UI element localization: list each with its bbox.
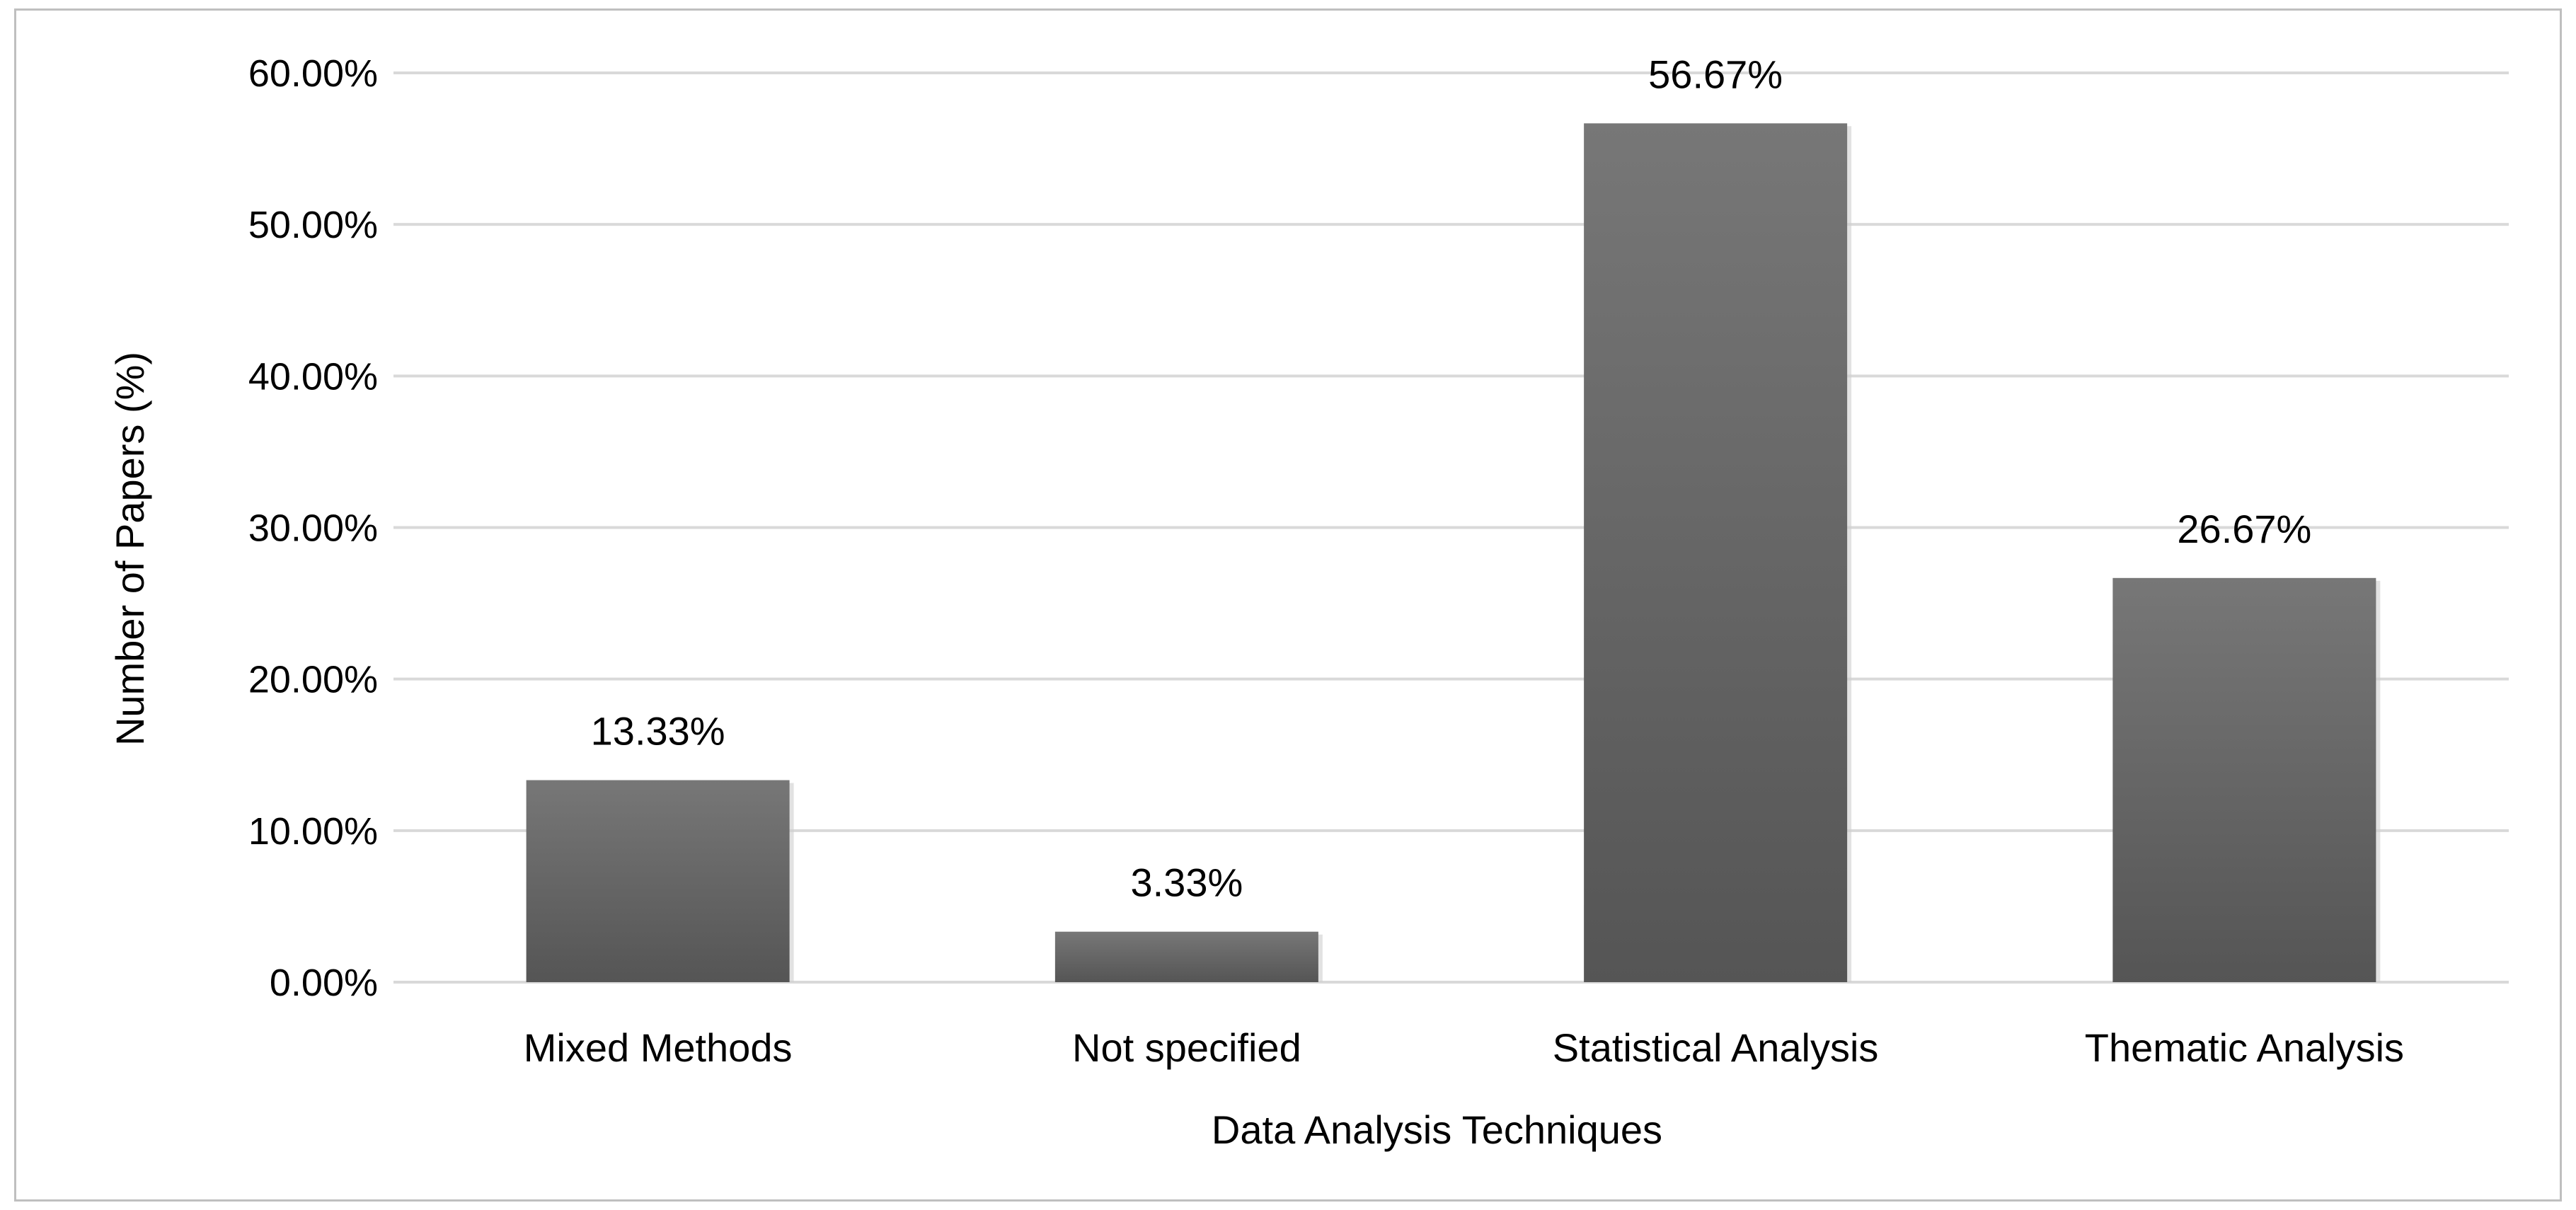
- y-tick-label: 10.00%: [248, 810, 378, 853]
- y-axis-ticks: 0.00% 10.00% 20.00% 30.00% 40.00% 50.00% 60.00…: [248, 52, 378, 1004]
- bar: [526, 780, 790, 982]
- y-tick-label: 50.00%: [248, 204, 378, 246]
- x-tick-label: Mixed Methods: [524, 1025, 793, 1070]
- y-tick-label: 0.00%: [270, 962, 378, 1004]
- bar: [2112, 577, 2376, 982]
- bar-chart: 0.00% 10.00% 20.00% 30.00% 40.00% 50.00% 60.00…: [108, 52, 2509, 1152]
- chart-frame: 0.00% 10.00% 20.00% 30.00% 40.00% 50.00% 60.00…: [14, 8, 2562, 1202]
- x-axis-title: Data Analysis Techniques: [1212, 1107, 1662, 1152]
- data-label: 56.67%: [1648, 52, 1783, 96]
- x-axis-categories: Mixed Methods Not specified Statistical An…: [524, 1025, 2404, 1070]
- x-tick-label: Thematic Analysis: [2085, 1025, 2404, 1070]
- data-labels: 13.33% 3.33% 56.67% 26.67%: [591, 52, 2312, 904]
- y-axis-title: Number of Papers (%): [108, 352, 152, 746]
- y-tick-label: 20.00%: [248, 659, 378, 701]
- bar: [1054, 931, 1318, 982]
- y-tick-label: 60.00%: [248, 52, 378, 95]
- y-tick-label: 40.00%: [248, 355, 378, 398]
- x-tick-label: Not specified: [1072, 1025, 1301, 1070]
- data-label: 26.67%: [2177, 507, 2311, 551]
- bars: [526, 123, 2381, 982]
- y-tick-label: 30.00%: [248, 507, 378, 550]
- data-label: 13.33%: [591, 709, 725, 754]
- bar: [1584, 123, 1848, 982]
- x-tick-label: Statistical Analysis: [1553, 1025, 1879, 1070]
- data-label: 3.33%: [1130, 860, 1243, 905]
